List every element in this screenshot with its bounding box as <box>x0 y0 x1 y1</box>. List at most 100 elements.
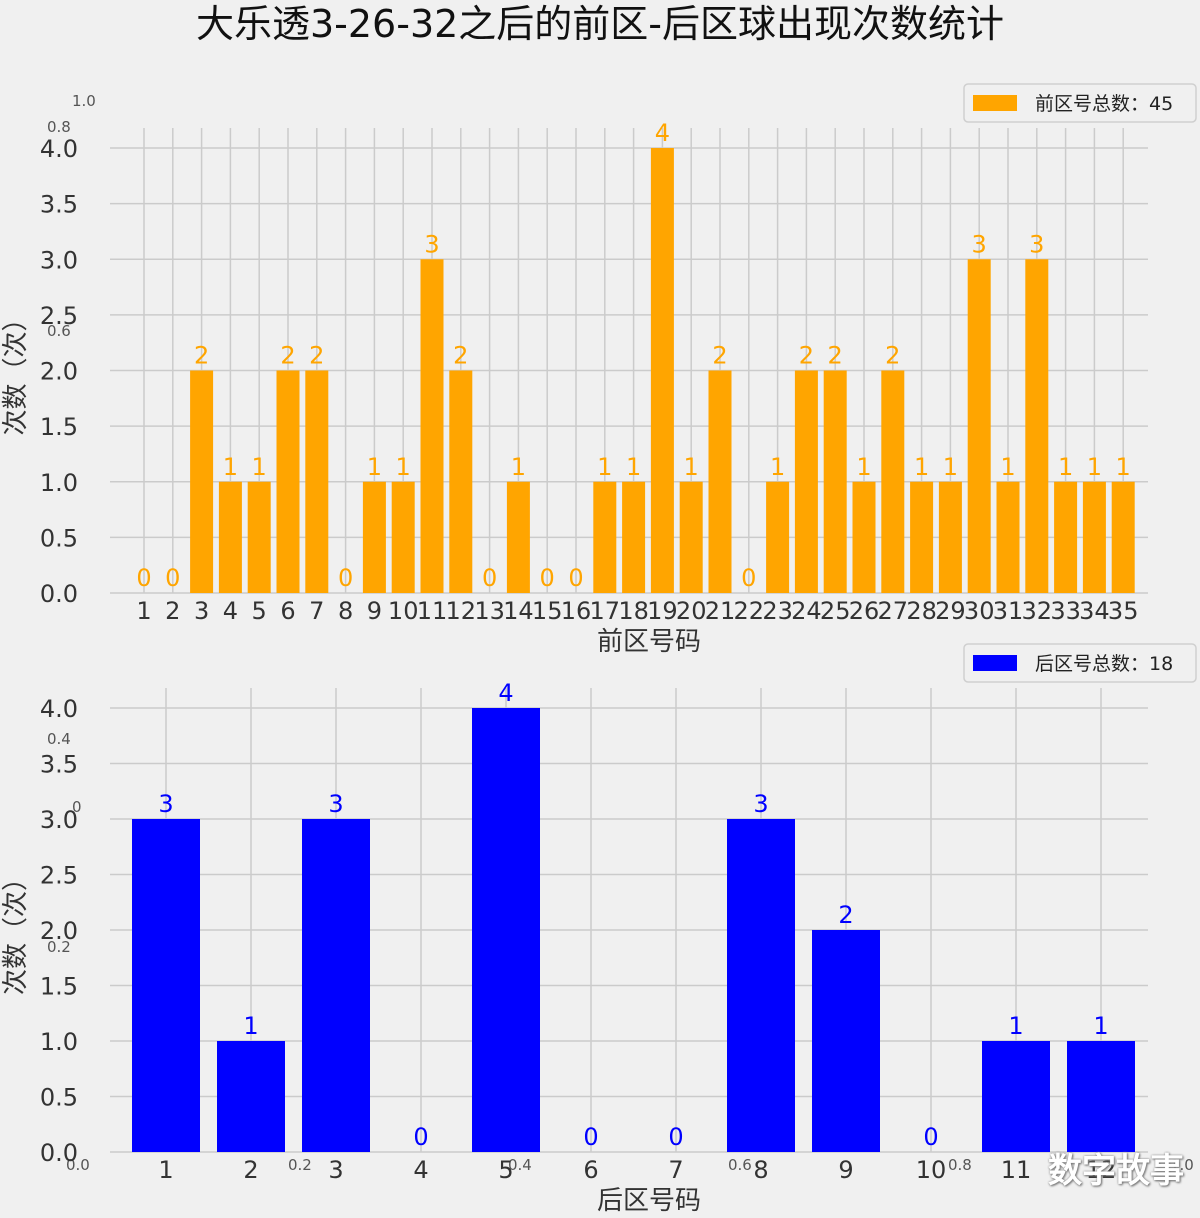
front-y-tick-label: 0.0 <box>40 580 78 608</box>
front-bar <box>1111 481 1135 593</box>
back-y-tick-label: 2.0 <box>40 917 78 945</box>
background-tick-label: 0.2 <box>47 938 71 956</box>
front-bar <box>449 370 473 593</box>
front-bar <box>622 481 646 593</box>
front-bar <box>650 148 674 593</box>
back-y-tick-label: 1.0 <box>40 1028 78 1056</box>
front-data-label: 1 <box>1087 453 1102 481</box>
front-y-tick-label: 3.5 <box>40 191 78 219</box>
front-bar <box>967 259 991 593</box>
front-data-label: 1 <box>856 453 871 481</box>
front-x-tick-label: 18 <box>618 597 649 625</box>
back-x-tick-label: 7 <box>668 1156 683 1184</box>
back-bar <box>1067 1041 1135 1152</box>
front-data-label: 2 <box>885 342 900 370</box>
front-y-tick-label: 2.0 <box>40 358 78 386</box>
front-bar <box>1054 481 1078 593</box>
front-bar <box>996 481 1020 593</box>
front-x-tick-label: 13 <box>474 597 505 625</box>
front-bar <box>276 370 300 593</box>
background-tick-label: 0.8 <box>47 118 71 136</box>
background-tick-label: 0.4 <box>508 1156 532 1174</box>
back-y-tick-label: 3.5 <box>40 751 78 779</box>
front-data-label: 1 <box>684 453 699 481</box>
front-x-tick-label: 25 <box>820 597 851 625</box>
front-bar <box>823 370 847 593</box>
background-tick-label: 0.4 <box>47 730 71 748</box>
back-data-label: 3 <box>753 790 768 818</box>
front-y-axis-label: 次数（次） <box>1 305 31 435</box>
front-data-label: 0 <box>482 564 497 592</box>
back-x-tick-label: 5 <box>498 1156 513 1184</box>
front-bar <box>218 481 242 593</box>
front-data-label: 3 <box>972 230 987 258</box>
back-x-tick-label: 6 <box>583 1156 598 1184</box>
back-y-tick-label: 0.0 <box>40 1139 78 1167</box>
back-bar <box>132 819 200 1152</box>
front-x-tick-label: 10 <box>388 597 419 625</box>
back-y-tick-label: 4.0 <box>40 695 78 723</box>
front-x-tick-label: 7 <box>309 597 324 625</box>
front-x-tick-label: 22 <box>734 597 765 625</box>
back-data-label: 2 <box>838 901 853 929</box>
front-x-tick-label: 6 <box>280 597 295 625</box>
front-y-tick-label: 1.5 <box>40 413 78 441</box>
front-data-label: 0 <box>338 564 353 592</box>
back-data-label: 0 <box>668 1123 683 1151</box>
front-data-label: 3 <box>1029 230 1044 258</box>
front-x-tick-label: 35 <box>1108 597 1139 625</box>
front-data-label: 0 <box>540 564 555 592</box>
back-data-label: 4 <box>498 679 513 707</box>
front-data-label: 1 <box>367 453 382 481</box>
front-bar <box>1025 259 1049 593</box>
front-x-tick-label: 34 <box>1079 597 1110 625</box>
background-tick-label: 0 <box>72 798 82 816</box>
front-x-tick-label: 31 <box>993 597 1024 625</box>
watermark: 数字故事 <box>1048 1151 1184 1191</box>
front-data-label: 1 <box>943 453 958 481</box>
back-data-label: 0 <box>923 1123 938 1151</box>
front-x-tick-label: 4 <box>223 597 238 625</box>
front-x-tick-label: 33 <box>1050 597 1081 625</box>
front-data-label: 4 <box>655 119 670 147</box>
front-x-tick-label: 12 <box>446 597 477 625</box>
back-y-tick-label: 0.5 <box>40 1084 78 1112</box>
background-tick-label: 0.2 <box>288 1156 312 1174</box>
front-bar <box>391 481 415 593</box>
front-bar <box>305 370 329 593</box>
back-data-label: 1 <box>1093 1012 1108 1040</box>
back-legend-swatch <box>973 655 1017 671</box>
background-tick-label: 1.0 <box>72 92 96 110</box>
back-data-label: 1 <box>243 1012 258 1040</box>
front-data-label: 0 <box>741 564 756 592</box>
front-x-tick-label: 17 <box>590 597 621 625</box>
back-x-tick-label: 10 <box>916 1156 947 1184</box>
front-bar <box>247 481 271 593</box>
front-data-label: 1 <box>1058 453 1073 481</box>
front-x-tick-label: 30 <box>964 597 995 625</box>
background-tick-label: 0.6 <box>47 322 71 340</box>
front-x-axis-label: 前区号码 <box>597 627 701 657</box>
front-x-tick-label: 3 <box>194 597 209 625</box>
front-x-tick-label: 8 <box>338 597 353 625</box>
front-legend-box <box>963 83 1197 123</box>
back-x-tick-label: 3 <box>328 1156 343 1184</box>
back-data-label: 1 <box>1008 1012 1023 1040</box>
front-x-tick-label: 11 <box>417 597 448 625</box>
back-x-tick-label: 4 <box>413 1156 428 1184</box>
front-x-tick-label: 26 <box>849 597 880 625</box>
back-y-tick-label: 2.5 <box>40 862 78 890</box>
back-bar <box>217 1041 285 1152</box>
front-data-label: 0 <box>165 564 180 592</box>
front-data-label: 1 <box>396 453 411 481</box>
back-bar <box>472 708 540 1152</box>
front-bar <box>881 370 905 593</box>
front-x-tick-label: 16 <box>561 597 592 625</box>
front-data-label: 1 <box>252 453 267 481</box>
front-data-label: 1 <box>511 453 526 481</box>
back-x-tick-label: 11 <box>1001 1156 1032 1184</box>
background-tick-label: 0.0 <box>66 1156 90 1174</box>
front-y-tick-label: 3.0 <box>40 246 78 274</box>
front-bar <box>766 481 790 593</box>
